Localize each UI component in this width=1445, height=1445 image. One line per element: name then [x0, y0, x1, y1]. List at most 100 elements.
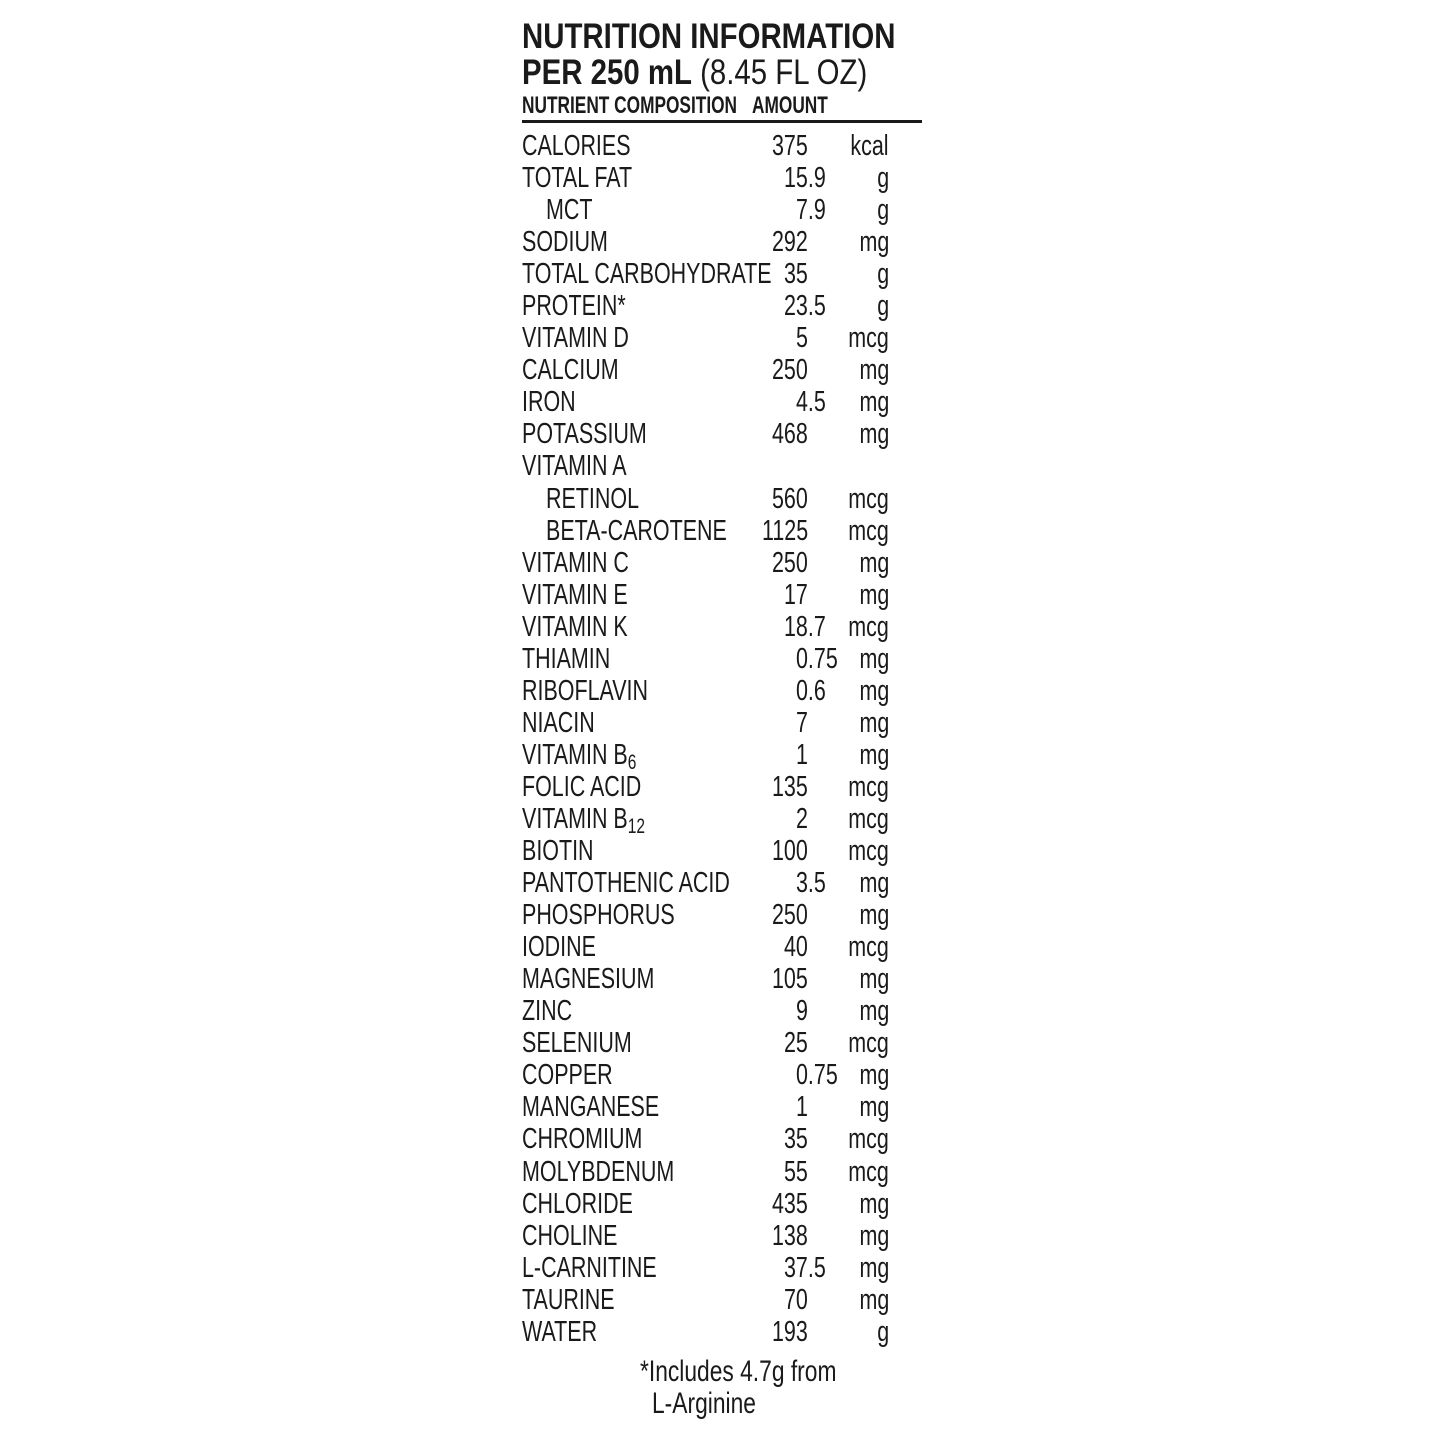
nutrient-amount: 37.5 — [784, 1251, 826, 1284]
nutrient-name: THIAMIN — [522, 642, 611, 675]
nutrient-row: PROTEIN* 23.5 g — [0, 290, 1445, 322]
nutrient-amount: 0.75 — [796, 642, 838, 675]
nutrient-row: FOLIC ACID 135 mcg — [0, 771, 1445, 803]
nutrient-name: CHROMIUM — [522, 1123, 643, 1156]
nutrient-unit: mg — [859, 1251, 889, 1284]
nutrient-unit: mg — [859, 642, 889, 675]
nutrient-amount: 18.7 — [784, 610, 826, 643]
nutrient-unit: mg — [859, 899, 889, 932]
nutrient-amount: 2 — [796, 802, 808, 835]
header-divider — [522, 120, 922, 123]
nutrient-amount: 70 — [784, 1283, 808, 1316]
nutrient-amount: 17 — [784, 578, 808, 611]
nutrient-amount: 55 — [784, 1155, 808, 1188]
nutrient-row: VITAMIN B12 2 mcg — [0, 802, 1445, 838]
nutrient-unit: mg — [859, 867, 889, 900]
nutrient-name: MANGANESE — [522, 1091, 660, 1124]
serving-size-oz: (8.45 FL OZ) — [700, 53, 868, 92]
nutrient-amount: 1125 — [761, 514, 808, 547]
nutrient-row: RIBOFLAVIN 0.6 mg — [0, 675, 1445, 707]
nutrient-unit: mcg — [848, 1155, 889, 1188]
nutrient-unit: mcg — [848, 931, 889, 964]
nutrient-unit: g — [877, 290, 889, 323]
nutrient-name: BIOTIN — [522, 835, 594, 868]
nutrient-name: VITAMIN B12 — [522, 802, 646, 838]
nutrient-amount: 138 — [772, 1219, 808, 1252]
nutrient-name: CHLORIDE — [522, 1187, 633, 1220]
footnote-line-2: L-Arginine — [652, 1387, 756, 1420]
nutrient-row: TAURINE 70 mg — [0, 1284, 1445, 1316]
nutrient-name: SODIUM — [522, 226, 608, 259]
nutrient-row: ZINC 9 mg — [0, 995, 1445, 1027]
nutrient-table: CALORIES 375 kcal TOTAL FAT 15.9 g MCT 7.9 g SODI… — [0, 130, 1445, 1348]
nutrient-amount: 35 — [784, 258, 808, 291]
nutrient-name: TOTAL FAT — [522, 162, 633, 195]
nutrient-amount: 560 — [772, 482, 808, 515]
nutrient-name: TAURINE — [522, 1283, 615, 1316]
nutrient-row: VITAMIN C 250 mg — [0, 547, 1445, 579]
nutrient-unit: mg — [859, 1059, 889, 1092]
nutrient-row: MANGANESE 1 mg — [0, 1091, 1445, 1123]
nutrient-row: IRON 4.5 mg — [0, 386, 1445, 418]
nutrient-unit: mcg — [848, 1027, 889, 1060]
nutrient-name: SELENIUM — [522, 1027, 632, 1060]
nutrient-name: VITAMIN A — [522, 450, 627, 483]
nutrient-name-subscript: 12 — [627, 814, 646, 838]
nutrient-name: VITAMIN C — [522, 546, 629, 579]
nutrient-amount: 0.6 — [796, 674, 826, 707]
nutrient-unit: mg — [859, 995, 889, 1028]
nutrient-unit: mg — [859, 1283, 889, 1316]
nutrient-name: RIBOFLAVIN — [522, 674, 649, 707]
nutrient-row: TOTAL CARBOHYDRATE 35 g — [0, 258, 1445, 290]
nutrient-amount: 250 — [772, 899, 808, 932]
nutrient-unit: g — [877, 162, 889, 195]
nutrient-name: PROTEIN* — [522, 290, 626, 323]
nutrient-amount: 3.5 — [796, 867, 826, 900]
column-header-amount: AMOUNT — [752, 92, 828, 119]
nutrient-unit: mg — [859, 674, 889, 707]
nutrient-unit: mg — [859, 706, 889, 739]
nutrient-unit: mg — [859, 226, 889, 259]
nutrient-amount: 4.5 — [796, 386, 826, 419]
nutrient-amount: 250 — [772, 354, 808, 387]
nutrient-name: PHOSPHORUS — [522, 899, 675, 932]
nutrient-unit: mg — [859, 386, 889, 419]
nutrient-row: VITAMIN K 18.7 mcg — [0, 611, 1445, 643]
nutrient-name: WATER — [522, 1315, 598, 1348]
nutrient-unit: mg — [859, 546, 889, 579]
label-title: NUTRITION INFORMATION — [522, 17, 896, 56]
nutrient-unit: mcg — [848, 610, 889, 643]
nutrient-name: MOLYBDENUM — [522, 1155, 675, 1188]
column-header-nutrient: NUTRIENT COMPOSITION — [522, 92, 738, 119]
nutrient-name: VITAMIN D — [522, 322, 629, 355]
nutrient-row: SODIUM 292 mg — [0, 226, 1445, 258]
nutrient-name: TOTAL CARBOHYDRATE — [522, 258, 772, 291]
nutrient-unit: mg — [859, 1091, 889, 1124]
nutrient-row: VITAMIN B6 1 mg — [0, 739, 1445, 773]
nutrient-name: POTASSIUM — [522, 418, 647, 451]
nutrient-unit: mcg — [848, 322, 889, 355]
nutrient-row: IODINE 40 mcg — [0, 931, 1445, 963]
nutrient-row: WATER 193 g — [0, 1316, 1445, 1348]
nutrient-row: CHLORIDE 435 mg — [0, 1188, 1445, 1220]
nutrient-name: PANTOTHENIC ACID — [522, 867, 730, 900]
nutrient-name: ZINC — [522, 995, 573, 1028]
footnote-line-1: *Includes 4.7g from — [640, 1355, 837, 1388]
nutrient-unit: mg — [859, 1219, 889, 1252]
nutrient-amount: 193 — [772, 1315, 808, 1348]
nutrient-row: BIOTIN 100 mcg — [0, 835, 1445, 867]
nutrient-unit: mcg — [848, 514, 889, 547]
nutrient-amount: 1 — [796, 1091, 808, 1124]
nutrient-row: VITAMIN E 17 mg — [0, 579, 1445, 611]
nutrient-row: VITAMIN D 5 mcg — [0, 322, 1445, 354]
nutrient-amount: 40 — [784, 931, 808, 964]
nutrient-row: PHOSPHORUS 250 mg — [0, 899, 1445, 931]
nutrient-row: L-CARNITINE 37.5 mg — [0, 1252, 1445, 1284]
nutrient-name: FOLIC ACID — [522, 770, 642, 803]
nutrient-unit: mg — [859, 354, 889, 387]
nutrient-row: PANTOTHENIC ACID 3.5 mg — [0, 867, 1445, 899]
nutrient-amount: 23.5 — [784, 290, 826, 323]
nutrient-unit: mcg — [848, 802, 889, 835]
nutrient-row: THIAMIN 0.75 mg — [0, 643, 1445, 675]
nutrient-row: CALCIUM 250 mg — [0, 354, 1445, 386]
